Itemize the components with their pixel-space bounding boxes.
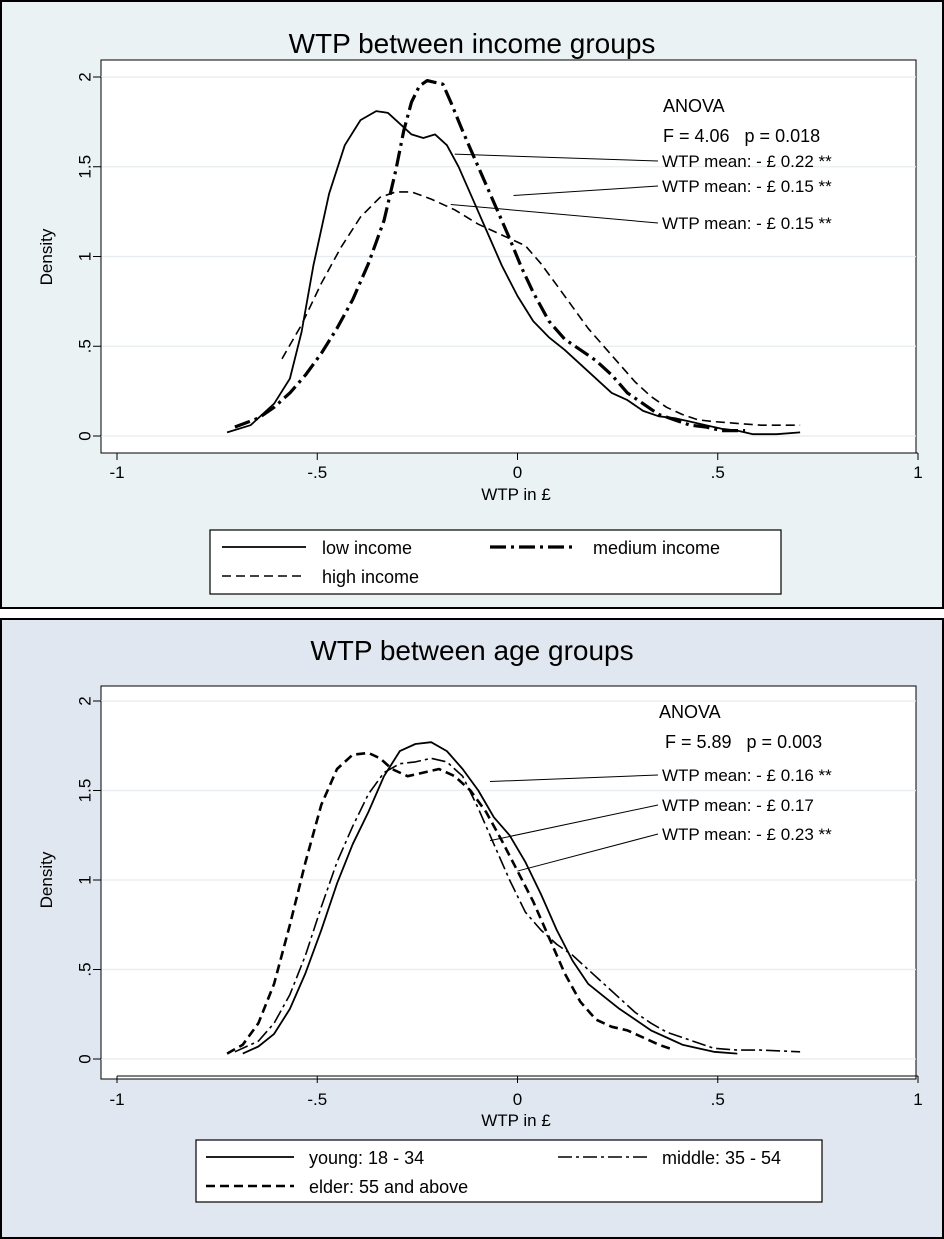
anova-header: ANOVA — [659, 702, 721, 722]
mean-pointer-line — [454, 153, 659, 162]
mean-label: WTP mean: - £ 0.23 ** — [662, 825, 832, 844]
y-axis-label: Density — [37, 228, 56, 285]
y-tick-label: .5 — [75, 339, 94, 353]
chart-title: WTP between income groups — [289, 28, 656, 59]
mean-pointer-line — [490, 774, 659, 783]
x-tick-label: -1 — [109, 463, 124, 482]
y-tick-label: 2 — [75, 696, 94, 705]
legend-label: high income — [322, 567, 419, 587]
series-line-2 — [234, 79, 746, 433]
mean-label: WTP mean: - £ 0.22 ** — [662, 152, 832, 171]
y-tick-label: .5 — [75, 962, 94, 976]
y-tick-label: 1 — [75, 875, 94, 884]
mean-pointer-line — [517, 833, 659, 872]
legend-label: elder: 55 and above — [309, 1177, 468, 1197]
age-chart-panel: WTP between age groups Density WTP in £ … — [0, 618, 944, 1239]
x-tick-label: 0 — [513, 1090, 522, 1109]
y-tick-label: 1 — [75, 252, 94, 261]
income-chart: WTP between income groups Density WTP in… — [0, 0, 944, 609]
x-tick-label: .5 — [711, 463, 725, 482]
plot-region — [100, 685, 917, 1080]
x-tick-label: -1 — [109, 1090, 124, 1109]
y-tick-label: 0 — [75, 1054, 94, 1063]
anova-stats: F = 5.89 p = 0.003 — [665, 732, 822, 752]
age-chart: WTP between age groups Density WTP in £ … — [0, 618, 944, 1239]
series-line-1 — [242, 741, 738, 1055]
x-tick-label: -.5 — [307, 463, 327, 482]
mean-pointer-line — [489, 804, 659, 842]
series-line-3 — [281, 191, 801, 426]
series-line-2 — [234, 757, 801, 1053]
mean-label: WTP mean: - £ 0.16 ** — [662, 766, 832, 785]
anova-header: ANOVA — [663, 96, 725, 116]
y-tick-label: 1.5 — [75, 779, 94, 803]
mean-label: WTP mean: - £ 0.15 ** — [662, 214, 832, 233]
mean-pointer-line — [513, 185, 659, 196]
y-tick-label: 0 — [75, 431, 94, 440]
x-tick-label: .5 — [711, 1090, 725, 1109]
x-axis-label: WTP in £ — [481, 1111, 551, 1130]
mean-pointer-line — [450, 203, 659, 224]
legend-box — [209, 529, 782, 595]
y-tick-label: 2 — [75, 72, 94, 81]
x-axis-label: WTP in £ — [481, 485, 551, 504]
legend-label: low income — [322, 538, 412, 558]
mean-label: WTP mean: - £ 0.15 ** — [662, 177, 832, 196]
y-tick-label: 1.5 — [75, 155, 94, 179]
x-tick-label: 0 — [513, 463, 522, 482]
x-tick-label: 1 — [913, 1090, 922, 1109]
series-line-1 — [226, 110, 801, 436]
x-tick-label: 1 — [913, 463, 922, 482]
anova-stats: F = 4.06 p = 0.018 — [663, 126, 820, 146]
mean-label: WTP mean: - £ 0.17 — [662, 796, 814, 815]
legend-label: young: 18 - 34 — [309, 1148, 424, 1168]
legend-label: middle: 35 - 54 — [662, 1148, 781, 1168]
legend-label: medium income — [593, 538, 720, 558]
x-tick-label: -.5 — [307, 1090, 327, 1109]
income-chart-panel: WTP between income groups Density WTP in… — [0, 0, 944, 609]
chart-title: WTP between age groups — [310, 635, 633, 666]
y-axis-label: Density — [37, 851, 56, 908]
legend-box — [195, 1139, 823, 1203]
series-line-3 — [226, 751, 675, 1055]
